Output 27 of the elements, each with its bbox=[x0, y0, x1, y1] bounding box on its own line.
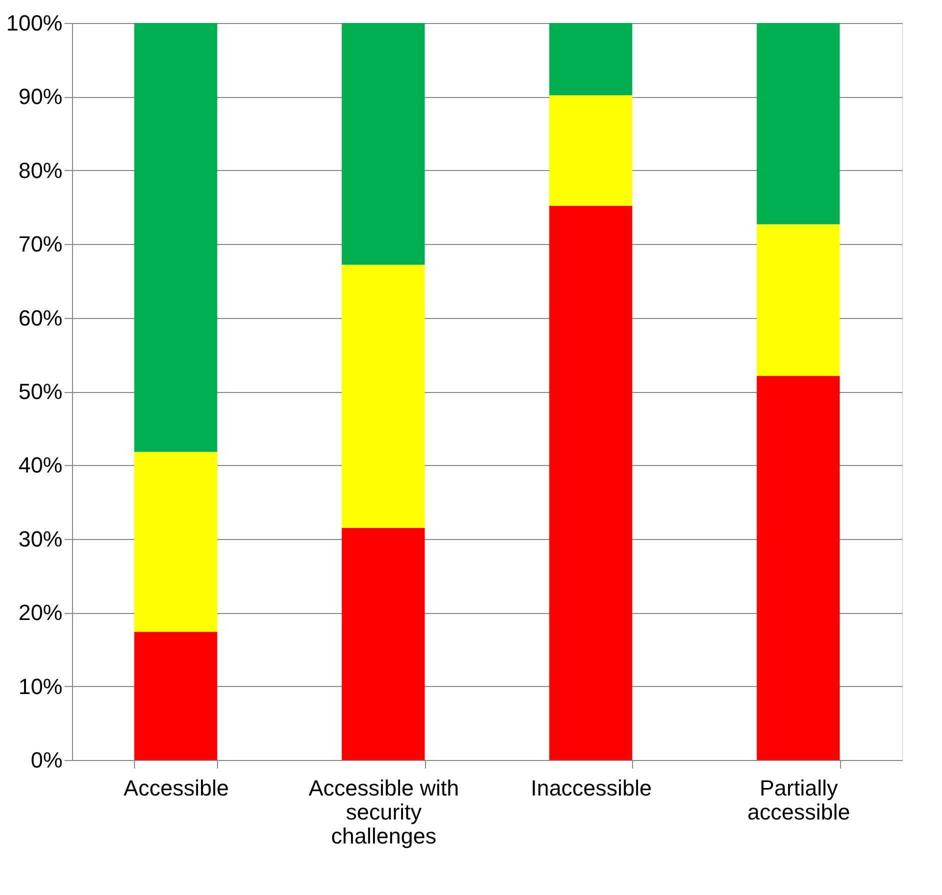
y-tick-label: 70% bbox=[18, 232, 62, 257]
bar bbox=[756, 23, 840, 224]
y-tick-label: 40% bbox=[18, 452, 62, 478]
y-tick-label: 10% bbox=[18, 674, 62, 699]
x-tick-label: Partially accessible bbox=[747, 776, 850, 824]
bar bbox=[134, 452, 218, 632]
x-tick-label: Accessible bbox=[124, 776, 229, 800]
bar bbox=[342, 264, 425, 528]
bar bbox=[134, 23, 218, 452]
bar bbox=[134, 632, 218, 760]
bar bbox=[756, 376, 840, 760]
bar bbox=[756, 224, 840, 376]
y-tick-label: 80% bbox=[18, 158, 62, 183]
bar bbox=[549, 95, 632, 206]
y-tick-label: 100% bbox=[6, 10, 62, 36]
x-tick-label: Accessible with security challenges bbox=[308, 776, 459, 848]
y-tick-label: 50% bbox=[18, 379, 62, 404]
bar bbox=[342, 23, 425, 265]
bar bbox=[549, 23, 632, 96]
y-tick-label: 60% bbox=[18, 305, 62, 330]
y-tick-label: 0% bbox=[30, 748, 62, 772]
y-tick-label: 20% bbox=[18, 600, 62, 626]
y-tick-label: 30% bbox=[18, 526, 62, 552]
y-tick-label: 90% bbox=[18, 84, 62, 110]
bar bbox=[549, 206, 632, 760]
x-tick-label: Inaccessible bbox=[530, 776, 652, 800]
bar bbox=[342, 528, 425, 760]
